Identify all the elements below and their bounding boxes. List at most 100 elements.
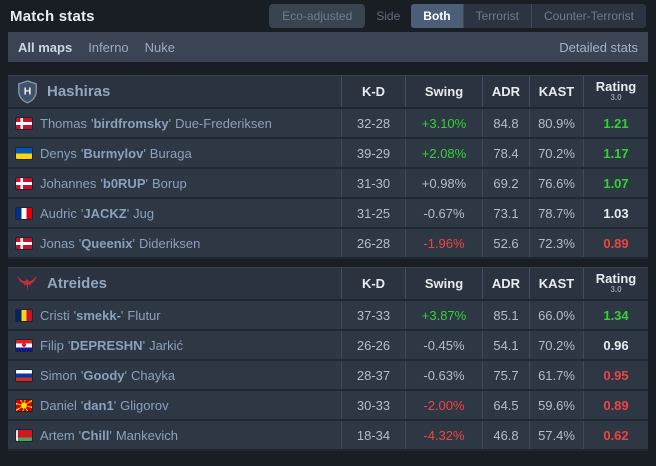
player-row[interactable]: Filip 'DEPRESHN' Jarkić 26-26 -0.45% 54.1 … [8, 331, 648, 361]
swing-cell: -0.45% [405, 331, 482, 359]
kast-cell: 61.7% [529, 361, 583, 389]
team-header-row: Atreides K-D Swing ADR KAST Rating 3.0 [8, 267, 648, 301]
player-first-name: Audric [40, 205, 77, 221]
rating-cell: 0.96 [583, 331, 648, 359]
swing-cell: +0.98% [405, 169, 482, 197]
column-header-kast: KAST [529, 268, 583, 299]
player-nickname: DEPRESHN [70, 337, 143, 353]
rating-cell: 0.62 [583, 421, 648, 449]
swing-cell: -1.96% [405, 229, 482, 257]
swing-cell: +3.87% [405, 301, 482, 329]
player-name-link[interactable]: Filip 'DEPRESHN' Jarkić [40, 337, 184, 353]
player-name-cell: Artem 'Chill' Mankevich [8, 421, 341, 449]
player-nickname: JACKZ [83, 205, 127, 221]
team-section-atreides: Atreides K-D Swing ADR KAST Rating 3.0 C… [8, 267, 648, 451]
player-name-cell: Johannes'b0RUP' Borup [8, 169, 341, 197]
player-nickname: Burmylov [83, 145, 144, 161]
player-name-link[interactable]: Thomas'birdfromsky' Due-Frederiksen [40, 115, 272, 131]
player-name-cell: Denys 'Burmylov' Buraga [8, 139, 341, 167]
detailed-stats-link[interactable]: Detailed stats [559, 39, 638, 55]
rating-version-label: 3.0 [610, 285, 622, 295]
map-tab-nuke[interactable]: Nuke [144, 39, 176, 55]
player-name-cell: Audric 'JACKZ' Jug [8, 199, 341, 227]
player-row[interactable]: Artem 'Chill' Mankevich 18-34 -4.32% 46.8 … [8, 421, 648, 451]
player-first-name: Thomas [40, 115, 87, 131]
column-header-swing: Swing [405, 76, 482, 107]
rating-cell: 0.89 [583, 391, 648, 419]
player-row[interactable]: Cristi'smekk-' Flutur 37-33 +3.87% 85.1 6… [8, 301, 648, 331]
player-last-name: Buraga [149, 145, 192, 161]
player-row[interactable]: Simon 'Goody' Chayka 28-37 -0.63% 75.7 61.… [8, 361, 648, 391]
player-first-name: Cristi [40, 307, 70, 323]
rating-cell: 1.03 [583, 199, 648, 227]
player-row[interactable]: Johannes'b0RUP' Borup 31-30 +0.98% 69.2 7… [8, 169, 648, 199]
column-header-kd: K-D [341, 76, 405, 107]
player-name-link[interactable]: Simon 'Goody' Chayka [40, 367, 176, 383]
swing-cell: +2.08% [405, 139, 482, 167]
atreides-player-rows: Cristi'smekk-' Flutur 37-33 +3.87% 85.1 6… [8, 301, 648, 451]
column-header-rating: Rating 3.0 [583, 76, 648, 107]
column-header-rating: Rating 3.0 [583, 268, 648, 299]
column-header-adr: ADR [482, 268, 529, 299]
player-last-name: Dideriksen [138, 235, 201, 251]
hashiras-player-rows: Thomas'birdfromsky' Due-Frederiksen 32-28… [8, 109, 648, 259]
swing-cell: -0.67% [405, 199, 482, 227]
map-tab-all-maps[interactable]: All maps [18, 39, 73, 55]
side-tab-terrorist[interactable]: Terrorist [462, 4, 531, 28]
player-name-cell: Filip 'DEPRESHN' Jarkić [8, 331, 341, 359]
player-row[interactable]: Thomas'birdfromsky' Due-Frederiksen 32-28… [8, 109, 648, 139]
adr-cell: 84.8 [482, 109, 529, 137]
hashiras-shield-logo-icon: H [16, 79, 38, 104]
kd-cell: 26-26 [341, 331, 405, 359]
player-name-link[interactable]: Denys 'Burmylov' Buraga [40, 145, 192, 161]
player-name-link[interactable]: Artem 'Chill' Mankevich [40, 427, 178, 443]
rating-cell: 0.95 [583, 361, 648, 389]
rating-cell: 1.07 [583, 169, 648, 197]
eco-adjusted-button[interactable]: Eco-adjusted [269, 4, 366, 28]
player-first-name: Filip [40, 337, 64, 353]
svg-text:H: H [23, 85, 31, 97]
player-row[interactable]: Daniel'dan1' Gligorov 30-33 -2.00% 64.5 5… [8, 391, 648, 421]
rating-version-label: 3.0 [610, 93, 622, 103]
player-row[interactable]: Audric 'JACKZ' Jug 31-25 -0.67% 73.1 78.7%… [8, 199, 648, 229]
player-name-link[interactable]: Johannes'b0RUP' Borup [40, 175, 187, 191]
flag-dk-icon [16, 177, 32, 189]
player-last-name: Mankevich [115, 427, 178, 443]
side-tab-counter-terrorist[interactable]: Counter-Terrorist [530, 4, 646, 28]
player-row[interactable]: Jonas 'Queenix' Dideriksen 26-28 -1.96% 52… [8, 229, 648, 259]
team-name[interactable]: Atreides [47, 275, 108, 292]
kd-cell: 31-25 [341, 199, 405, 227]
adr-cell: 46.8 [482, 421, 529, 449]
player-nickname: Queenix [81, 235, 133, 251]
player-name-cell: Simon 'Goody' Chayka [8, 361, 341, 389]
adr-cell: 69.2 [482, 169, 529, 197]
map-tab-inferno[interactable]: Inferno [88, 39, 129, 55]
player-row[interactable]: Denys 'Burmylov' Buraga 39-29 +2.08% 78.4 … [8, 139, 648, 169]
kd-cell: 39-29 [341, 139, 405, 167]
flag-ru-icon [16, 369, 32, 381]
player-nickname: Chill [81, 427, 110, 443]
swing-cell: -2.00% [405, 391, 482, 419]
player-name-link[interactable]: Audric 'JACKZ' Jug [40, 205, 155, 221]
adr-cell: 54.1 [482, 331, 529, 359]
player-name-link[interactable]: Jonas 'Queenix' Dideriksen [40, 235, 201, 251]
player-name-link[interactable]: Daniel'dan1' Gligorov [40, 397, 169, 413]
kast-cell: 57.4% [529, 421, 583, 449]
player-nickname: Goody [83, 367, 125, 383]
swing-cell: -0.63% [405, 361, 482, 389]
adr-cell: 75.7 [482, 361, 529, 389]
kd-cell: 32-28 [341, 109, 405, 137]
rating-cell: 1.17 [583, 139, 648, 167]
side-tab-both[interactable]: Both [411, 4, 463, 28]
player-last-name: Due-Frederiksen [175, 115, 272, 131]
kd-cell: 18-34 [341, 421, 405, 449]
player-name-cell: Jonas 'Queenix' Dideriksen [8, 229, 341, 257]
adr-cell: 73.1 [482, 199, 529, 227]
player-name-link[interactable]: Cristi'smekk-' Flutur [40, 307, 161, 323]
team-name[interactable]: Hashiras [47, 83, 111, 100]
kast-cell: 72.3% [529, 229, 583, 257]
player-name-cell: Thomas'birdfromsky' Due-Frederiksen [8, 109, 341, 137]
atreides-bird-logo-icon [16, 271, 38, 296]
player-first-name: Denys [40, 145, 77, 161]
adr-cell: 78.4 [482, 139, 529, 167]
